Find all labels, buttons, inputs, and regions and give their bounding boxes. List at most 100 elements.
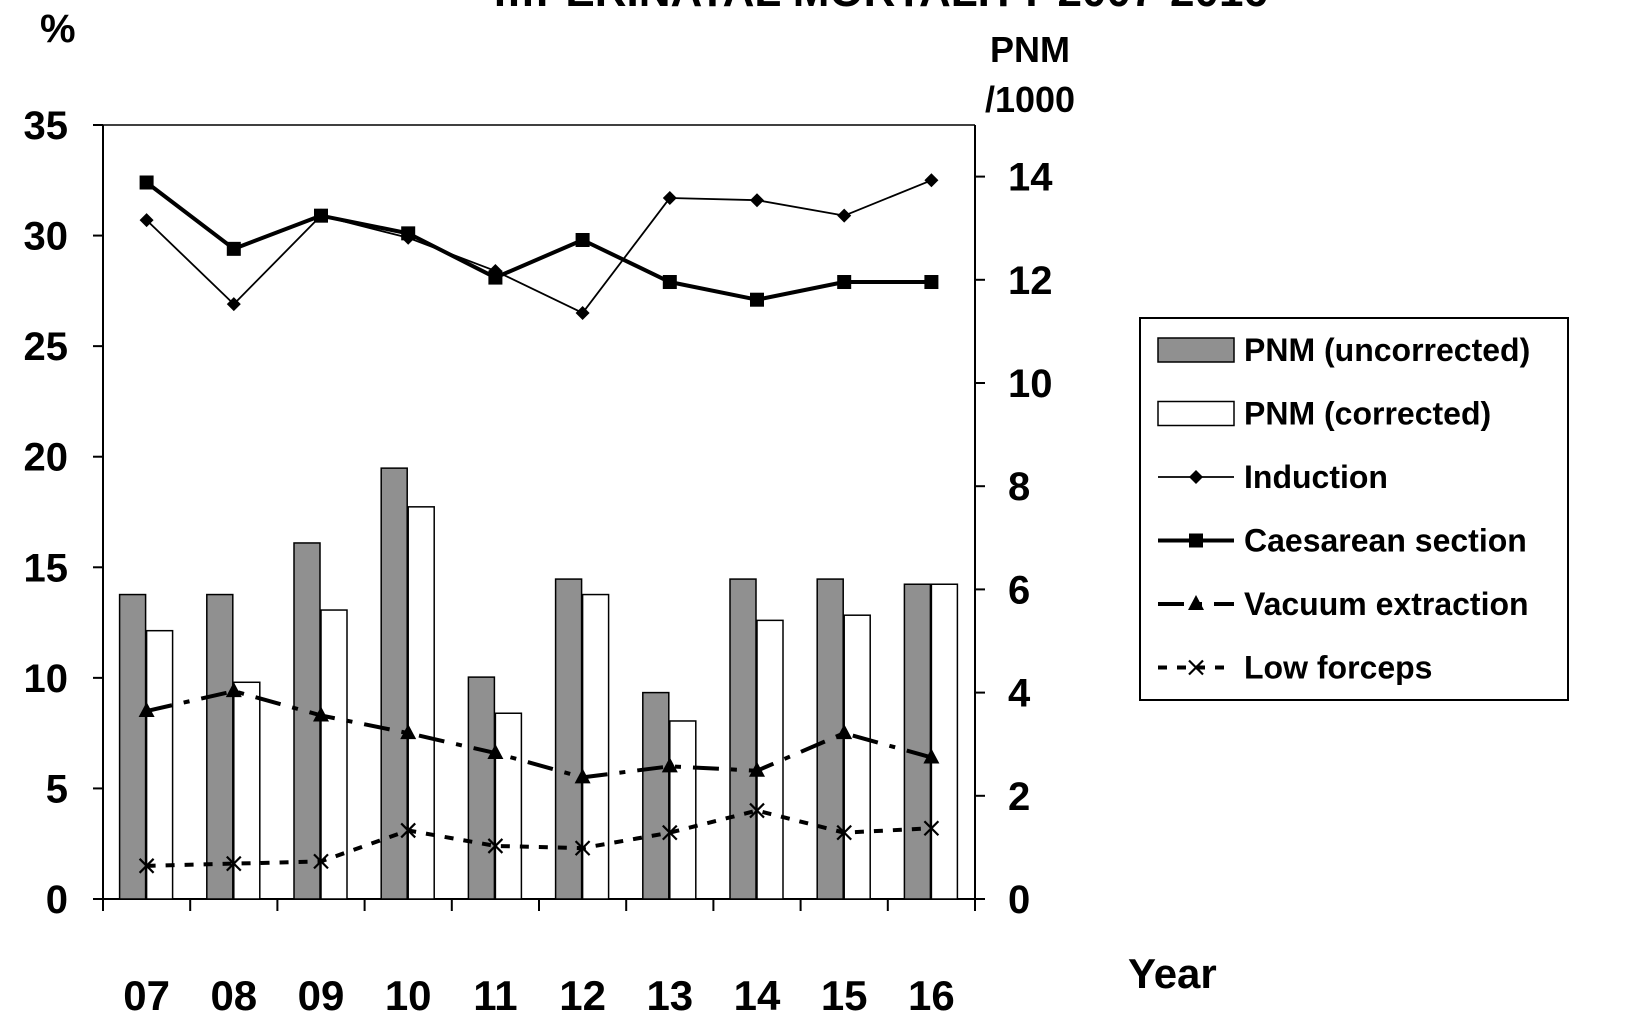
point-vacuum-extraction xyxy=(661,757,678,773)
bar-pnm-uncorrected xyxy=(467,676,496,900)
left-axis-label: % xyxy=(40,7,76,51)
point-vacuum-extraction xyxy=(923,748,940,764)
bar-pnm-corrected xyxy=(930,583,959,900)
right-tick-label: 14 xyxy=(1008,156,1053,200)
point-induction xyxy=(662,190,677,205)
point-low-forceps xyxy=(923,820,940,837)
point-induction xyxy=(837,208,852,223)
x-axis-title: Year xyxy=(1128,950,1217,997)
legend-marker-induction xyxy=(1189,470,1203,484)
left-tick-label: 20 xyxy=(24,436,69,480)
point-low-forceps xyxy=(400,822,416,839)
line-caesarean-section xyxy=(145,180,932,302)
legend-box xyxy=(1139,317,1569,701)
point-vacuum-extraction xyxy=(836,724,853,740)
x-tick-label: 11 xyxy=(473,972,517,1019)
legend-label-vacuum-extraction: Vacuum extraction xyxy=(1244,586,1529,622)
right-axis-label-line1: PNM xyxy=(990,29,1070,70)
point-caesarean-section xyxy=(314,208,328,223)
left-tick-label: 5 xyxy=(46,767,68,811)
point-vacuum-extraction xyxy=(138,702,155,718)
bar-pnm-corrected xyxy=(407,506,435,900)
point-vacuum-extraction xyxy=(574,768,591,784)
point-vacuum-extraction xyxy=(487,744,504,760)
point-caesarean-section xyxy=(575,232,590,247)
point-low-forceps xyxy=(836,824,852,841)
point-induction xyxy=(226,297,241,312)
point-induction xyxy=(575,305,590,320)
legend-label-pnm-uncorrected: PNM (uncorrected) xyxy=(1244,332,1530,368)
legend-label-caesarean-section: Caesarean section xyxy=(1244,523,1527,559)
legend-swatch-pnm-uncorrected xyxy=(1157,337,1235,363)
right-tick-label: 4 xyxy=(1008,672,1031,716)
point-vacuum-extraction xyxy=(400,724,417,740)
point-low-forceps xyxy=(226,855,242,872)
bar-pnm-uncorrected xyxy=(729,578,757,900)
legend-marker-vacuum-extraction xyxy=(1188,595,1204,610)
line-vacuum-extraction xyxy=(146,689,932,780)
bar-pnm-uncorrected xyxy=(118,593,147,900)
x-tick-label: 07 xyxy=(123,972,170,1019)
bar-pnm-corrected xyxy=(843,614,871,900)
point-low-forceps xyxy=(662,824,678,841)
point-caesarean-section xyxy=(750,292,764,307)
legend-marker-low-forceps xyxy=(1188,659,1204,676)
x-tick-label: 12 xyxy=(559,972,606,1019)
bar-pnm-corrected xyxy=(756,619,784,900)
bar-pnm-corrected xyxy=(145,629,174,900)
line-induction xyxy=(145,179,932,314)
point-vacuum-extraction xyxy=(225,682,242,698)
point-low-forceps xyxy=(574,840,591,856)
point-caesarean-section xyxy=(488,270,503,285)
bar-pnm-corrected xyxy=(669,720,697,900)
line-low-forceps xyxy=(146,808,932,868)
right-tick-label: 8 xyxy=(1008,465,1030,509)
bar-pnm-uncorrected xyxy=(903,583,932,900)
legend-swatch-pnm-corrected xyxy=(1157,400,1235,427)
point-caesarean-section xyxy=(662,275,677,290)
point-vacuum-extraction xyxy=(313,706,329,722)
bar-pnm-uncorrected xyxy=(380,467,408,900)
point-induction xyxy=(750,193,764,208)
x-tick-label: 09 xyxy=(298,972,345,1019)
legend-label-induction: Induction xyxy=(1244,459,1388,495)
left-tick-label: 35 xyxy=(24,104,69,148)
legend-marker-caesarean-section xyxy=(1189,533,1203,548)
legend-label-low-forceps: Low forceps xyxy=(1244,650,1432,686)
right-tick-label: 2 xyxy=(1008,775,1030,819)
point-low-forceps xyxy=(487,838,504,854)
point-caesarean-section xyxy=(401,226,416,241)
point-induction xyxy=(924,173,939,188)
right-tick-label: 6 xyxy=(1008,568,1030,612)
point-caesarean-section xyxy=(139,175,154,190)
bar-pnm-corrected xyxy=(494,712,523,900)
left-tick-label: 10 xyxy=(24,657,69,701)
point-low-forceps xyxy=(749,802,765,819)
x-tick-label: 10 xyxy=(385,972,432,1019)
bar-pnm-uncorrected xyxy=(642,691,670,900)
point-caesarean-section xyxy=(837,275,852,290)
right-tick-label: 12 xyxy=(1008,259,1053,303)
legend-label-pnm-corrected: PNM (corrected) xyxy=(1244,396,1491,432)
point-low-forceps xyxy=(313,853,329,870)
x-tick-label: 15 xyxy=(821,972,868,1019)
chart-title: …PERINATAL MORTALITY 2007-2016 xyxy=(492,0,1268,16)
bar-pnm-corrected xyxy=(320,609,348,900)
point-induction xyxy=(139,213,154,228)
x-tick-label: 16 xyxy=(908,972,955,1019)
bar-pnm-uncorrected xyxy=(206,593,234,900)
bar-pnm-corrected xyxy=(581,593,610,900)
left-tick-label: 30 xyxy=(24,215,69,259)
bar-pnm-uncorrected xyxy=(554,578,583,900)
right-axis-label-line2: /1000 xyxy=(985,79,1075,120)
left-tick-label: 15 xyxy=(24,546,69,590)
x-tick-label: 13 xyxy=(646,972,693,1019)
point-caesarean-section xyxy=(226,241,241,256)
right-tick-label: 0 xyxy=(1008,878,1030,922)
point-vacuum-extraction xyxy=(749,761,765,777)
x-tick-label: 08 xyxy=(210,972,257,1019)
right-tick-label: 10 xyxy=(1008,362,1053,406)
x-tick-label: 14 xyxy=(734,972,781,1019)
left-tick-label: 0 xyxy=(46,878,68,922)
